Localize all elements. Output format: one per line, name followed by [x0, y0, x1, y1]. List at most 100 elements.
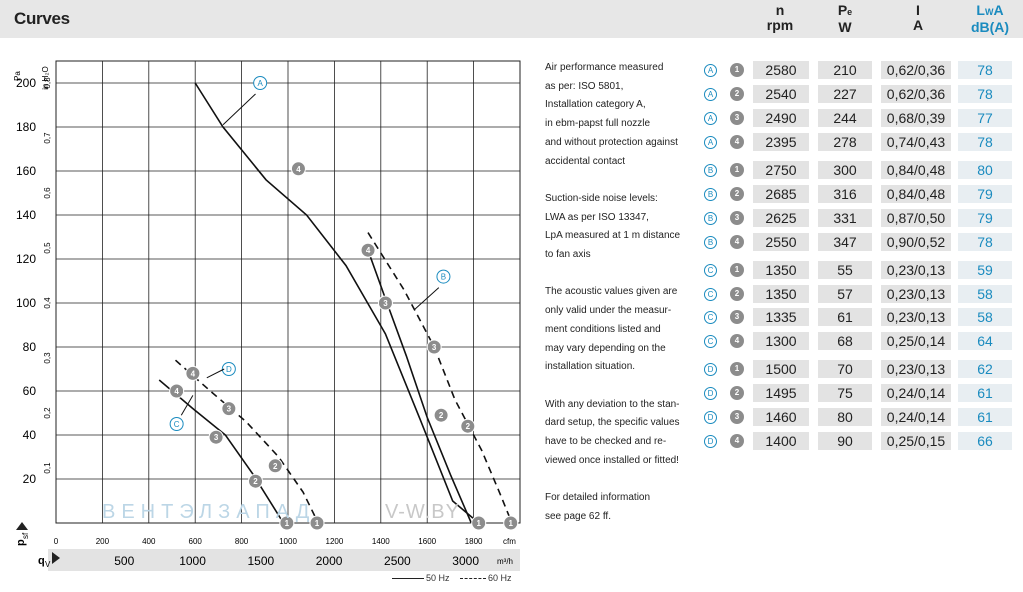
info-text-line: Suction-side noise levels:	[545, 192, 658, 204]
marker-circle	[460, 418, 476, 434]
table-row: D 4 1400 90 0,25/0,15 66	[700, 432, 1023, 451]
table-row: B 2 2685 316 0,84/0,48 79	[700, 184, 1023, 204]
table-row: A 4 2395 278 0,74/0,43 78	[700, 132, 1023, 152]
curve-letter-badge: A	[704, 87, 717, 101]
noise-cell: 78	[958, 232, 1012, 251]
info-text-line: ment conditions listed and	[545, 323, 661, 335]
series-line-b	[367, 232, 513, 524]
curve-letter-badge: C	[704, 311, 717, 325]
x-axis-arrow-icon	[52, 552, 60, 564]
rpm-cell: 1300	[753, 332, 809, 351]
curve-callout-d: D	[221, 362, 236, 376]
x-axis-unit-m3h: m³/h	[497, 557, 513, 566]
operating-point-marker: 4	[290, 161, 306, 177]
operating-point-marker: 3	[426, 339, 442, 355]
x-axis-m3h-band: 500 1000 1500 2000 2500 3000	[48, 549, 520, 571]
y-tick-label-inh2o: 0,7	[43, 132, 52, 144]
power-cell: 210	[818, 61, 872, 79]
y-axis-symbol-subscript: sf	[21, 532, 30, 539]
current-header-unit: A	[912, 17, 924, 33]
operating-point-marker: 4	[185, 365, 201, 381]
callout-label: B	[441, 273, 446, 282]
watermark-right: V-W.BY	[385, 501, 460, 523]
curve-letter-badge: C	[704, 287, 717, 301]
y-tick-label-inh2o: 0,8	[43, 77, 52, 89]
series-line-a-lower	[367, 249, 473, 524]
rpm-cell: 2540	[753, 84, 809, 103]
curve-letter-badge: A	[704, 111, 717, 125]
current-cell: 0,24/0,14	[881, 408, 951, 427]
current-cell: 0,62/0,36	[881, 61, 951, 79]
y-tick-label-pa: 80	[23, 340, 37, 354]
curve-letter-badge: B	[704, 163, 717, 177]
table-row: C 3 1335 61 0,23/0,13 58	[700, 308, 1023, 327]
operating-point-badge: 2	[730, 286, 744, 301]
x-tick-label-m3h: 3000	[452, 554, 479, 568]
noise-cell: 80	[958, 160, 1012, 179]
noise-header-symbol: LWA	[976, 2, 1004, 18]
power-cell: 316	[818, 184, 872, 203]
y-axis-unit-pa: Pa	[13, 71, 22, 81]
marker-label: 1	[285, 519, 290, 528]
x-tick-label-cfm: 1800	[465, 537, 483, 546]
marker-label: 4	[191, 369, 196, 378]
rpm-cell: 2490	[753, 108, 809, 127]
series-line-d	[174, 359, 319, 524]
y-tick-label-pa: 100	[16, 296, 36, 310]
rpm-column-header: n rpm	[750, 3, 810, 33]
callout-leader-d	[206, 368, 225, 379]
curve-letter-badge: B	[704, 187, 717, 201]
y-axis-inh2o-ticks: 0,1 0,2 0,3 0,4 0,5 0,6 0,7 0,8	[43, 77, 52, 474]
y-tick-label-pa: 40	[23, 428, 37, 442]
x-tick-label-cfm: 200	[96, 537, 110, 546]
power-cell: 244	[818, 108, 872, 127]
operating-point-badge: 4	[730, 234, 744, 249]
x-tick-label-m3h: 2000	[316, 554, 343, 568]
marker-circle	[377, 295, 393, 311]
info-text-line: accidental contact	[545, 155, 626, 167]
curve-letter-badge: C	[704, 335, 717, 349]
table-row: C 4 1300 68 0,25/0,14 64	[700, 332, 1023, 351]
x-tick-label-cfm: 1000	[279, 537, 297, 546]
y-tick-label-pa: 120	[16, 252, 36, 266]
y-tick-label-inh2o: 0,2	[43, 407, 52, 419]
marker-circle	[248, 473, 264, 489]
operating-point-badge: 2	[730, 186, 744, 201]
y-tick-label-inh2o: 0,1	[43, 462, 52, 474]
rpm-cell: 1350	[753, 284, 809, 303]
power-cell: 68	[818, 332, 872, 351]
info-text-line: installation situation.	[545, 361, 636, 373]
legend-50hz-label: 50 Hz	[426, 573, 450, 583]
operating-point-badge: 4	[730, 134, 744, 149]
operating-point-badge: 3	[730, 310, 744, 325]
x-tick-label-m3h: 2500	[384, 554, 411, 568]
marker-label: 4	[366, 246, 371, 255]
table-row: B 4 2550 347 0,90/0,52 78	[700, 232, 1023, 252]
info-text-line: in ebm-papst full nozzle	[545, 118, 651, 130]
marker-circle	[185, 365, 201, 381]
operating-point-marker: 1	[279, 515, 295, 531]
current-cell: 0,68/0,39	[881, 108, 951, 127]
chart-curves	[158, 82, 513, 524]
legend-50hz: 50 Hz	[392, 573, 450, 583]
noise-cell: 79	[958, 184, 1012, 203]
chart-grid	[55, 60, 521, 524]
info-text-line: With any deviation to the stan-	[545, 398, 680, 410]
series-line-c	[158, 379, 285, 524]
power-cell: 278	[818, 132, 872, 151]
marker-label: 2	[466, 422, 471, 431]
power-cell: 70	[818, 360, 872, 379]
callout-leader-b	[414, 287, 440, 310]
power-cell: 331	[818, 208, 872, 227]
rpm-cell: 1500	[753, 360, 809, 379]
x-tick-label-cfm: 800	[235, 537, 249, 546]
marker-circle	[503, 515, 519, 531]
callout-label: A	[257, 79, 263, 88]
x-tick-label-cfm: 0	[54, 537, 59, 546]
curve-letter-badge: A	[704, 64, 717, 77]
marker-label: 1	[476, 519, 481, 528]
power-cell: 227	[818, 84, 872, 103]
operating-point-badge: 3	[730, 410, 744, 425]
noise-cell: 79	[958, 208, 1012, 227]
x-axis-symbol: q V	[38, 552, 60, 569]
